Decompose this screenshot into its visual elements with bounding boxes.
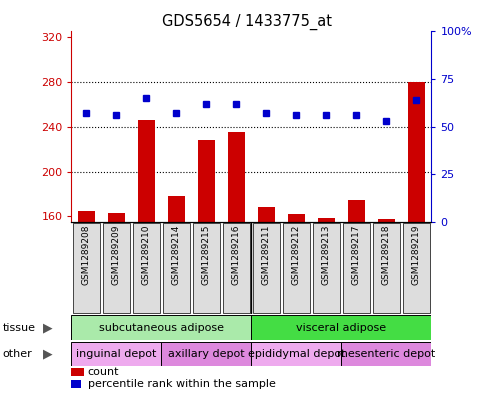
Text: GDS5654 / 1433775_at: GDS5654 / 1433775_at <box>162 14 331 30</box>
Text: tissue: tissue <box>2 323 35 332</box>
FancyBboxPatch shape <box>163 223 190 314</box>
Text: ▶: ▶ <box>43 321 53 334</box>
Bar <box>161 342 251 366</box>
Bar <box>348 200 365 393</box>
Text: GSM1289213: GSM1289213 <box>322 225 331 285</box>
Text: GSM1289211: GSM1289211 <box>262 225 271 285</box>
Bar <box>378 219 394 393</box>
Text: percentile rank within the sample: percentile rank within the sample <box>88 379 276 389</box>
Bar <box>341 342 431 366</box>
Text: ▶: ▶ <box>43 347 53 360</box>
Text: GSM1289216: GSM1289216 <box>232 225 241 285</box>
Text: GSM1289218: GSM1289218 <box>382 225 391 285</box>
Text: epididymal depot: epididymal depot <box>247 349 345 359</box>
Text: subcutaneous adipose: subcutaneous adipose <box>99 323 224 332</box>
Text: axillary depot: axillary depot <box>168 349 245 359</box>
Bar <box>258 208 275 393</box>
Text: GSM1289208: GSM1289208 <box>82 225 91 285</box>
Bar <box>251 315 431 340</box>
Bar <box>251 342 341 366</box>
Bar <box>71 342 161 366</box>
Bar <box>108 213 125 393</box>
FancyBboxPatch shape <box>73 223 100 314</box>
FancyBboxPatch shape <box>313 223 340 314</box>
FancyBboxPatch shape <box>223 223 250 314</box>
Text: GSM1289219: GSM1289219 <box>412 225 421 285</box>
Text: GSM1289215: GSM1289215 <box>202 225 211 285</box>
FancyBboxPatch shape <box>343 223 370 314</box>
Bar <box>138 120 155 393</box>
Text: inguinal depot: inguinal depot <box>76 349 157 359</box>
Bar <box>168 196 185 393</box>
FancyBboxPatch shape <box>133 223 160 314</box>
Text: GSM1289212: GSM1289212 <box>292 225 301 285</box>
Text: GSM1289209: GSM1289209 <box>112 225 121 285</box>
Bar <box>408 82 424 393</box>
Text: GSM1289214: GSM1289214 <box>172 225 181 285</box>
Bar <box>318 218 335 393</box>
Bar <box>288 214 305 393</box>
Text: visceral adipose: visceral adipose <box>296 323 387 332</box>
FancyBboxPatch shape <box>253 223 280 314</box>
FancyBboxPatch shape <box>193 223 220 314</box>
Bar <box>228 132 245 393</box>
FancyBboxPatch shape <box>103 223 130 314</box>
Text: GSM1289210: GSM1289210 <box>142 225 151 285</box>
Bar <box>71 315 251 340</box>
FancyBboxPatch shape <box>373 223 400 314</box>
Text: count: count <box>88 367 119 377</box>
Text: other: other <box>2 349 32 359</box>
Text: GSM1289217: GSM1289217 <box>352 225 361 285</box>
Bar <box>198 140 214 393</box>
Text: mesenteric depot: mesenteric depot <box>337 349 435 359</box>
Bar <box>78 211 95 393</box>
FancyBboxPatch shape <box>403 223 430 314</box>
FancyBboxPatch shape <box>283 223 310 314</box>
